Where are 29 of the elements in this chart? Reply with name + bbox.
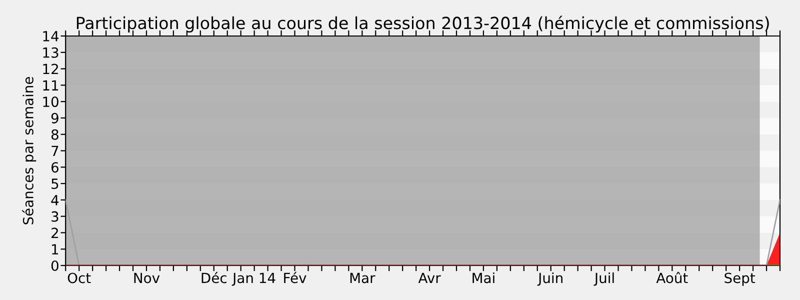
x-tick-label: Juil xyxy=(594,272,614,286)
x-tick-label: Nov xyxy=(134,272,160,284)
x-tick-label: Mai xyxy=(472,272,494,284)
y-tick-label: 0 xyxy=(51,260,58,271)
y-tick-label: 7 xyxy=(52,146,58,156)
x-tick-label: Mar xyxy=(350,272,376,284)
y-tick-label: 1 xyxy=(52,244,58,254)
x-tick-label: Sept xyxy=(724,272,756,286)
x-tick-label: Fév xyxy=(284,272,306,284)
y-tick-label: 4 xyxy=(51,195,59,206)
x-tick-label: Déc xyxy=(202,272,226,284)
y-tick-label: 13 xyxy=(43,47,58,58)
y-tick-label: 11 xyxy=(43,80,58,90)
y-tick-label: 12 xyxy=(43,64,58,74)
y-tick-label: 3 xyxy=(52,211,58,222)
x-tick-label: Avr xyxy=(418,272,441,283)
y-tick-label: 8 xyxy=(51,129,58,140)
x-tick-label: Juin xyxy=(537,272,562,286)
y-tick-label: 14 xyxy=(43,31,59,42)
y-axis-title: Séances par semaine xyxy=(22,76,36,224)
y-tick-label: 9 xyxy=(51,112,58,124)
y-tick-label: 6 xyxy=(51,162,58,173)
x-tick-label: Août xyxy=(656,272,688,284)
y-tick-label: 2 xyxy=(52,228,58,238)
x-tick-label: Jan 14 xyxy=(232,272,276,286)
x-tick-label: Oct xyxy=(68,272,91,284)
chart-title: Participation globale au cours de la session 2013-2014 (hémicycle et commissions) xyxy=(76,16,769,33)
y-tick-label: 10 xyxy=(43,96,58,108)
y-tick-label: 5 xyxy=(52,178,58,190)
